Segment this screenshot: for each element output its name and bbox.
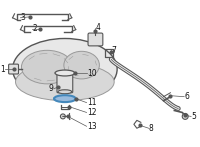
Text: 9: 9 [48,84,53,93]
Text: 3: 3 [20,13,25,22]
Text: 2: 2 [32,24,37,33]
Ellipse shape [54,95,76,102]
Text: 10: 10 [88,69,97,77]
Text: 1: 1 [0,65,5,74]
Ellipse shape [55,70,75,76]
Circle shape [182,113,188,119]
Circle shape [60,114,65,119]
Text: 8: 8 [149,124,153,133]
Text: 4: 4 [95,23,100,32]
Ellipse shape [58,90,72,94]
FancyBboxPatch shape [57,73,73,93]
FancyBboxPatch shape [9,64,18,74]
Ellipse shape [64,51,99,79]
Text: 11: 11 [88,98,97,107]
Text: 7: 7 [111,46,116,55]
Ellipse shape [16,63,114,101]
Text: 12: 12 [88,108,97,117]
FancyBboxPatch shape [88,33,103,46]
Text: 13: 13 [88,122,97,131]
Ellipse shape [13,39,117,100]
Ellipse shape [21,50,73,84]
Text: 6: 6 [184,92,189,101]
Text: 5: 5 [191,112,196,121]
